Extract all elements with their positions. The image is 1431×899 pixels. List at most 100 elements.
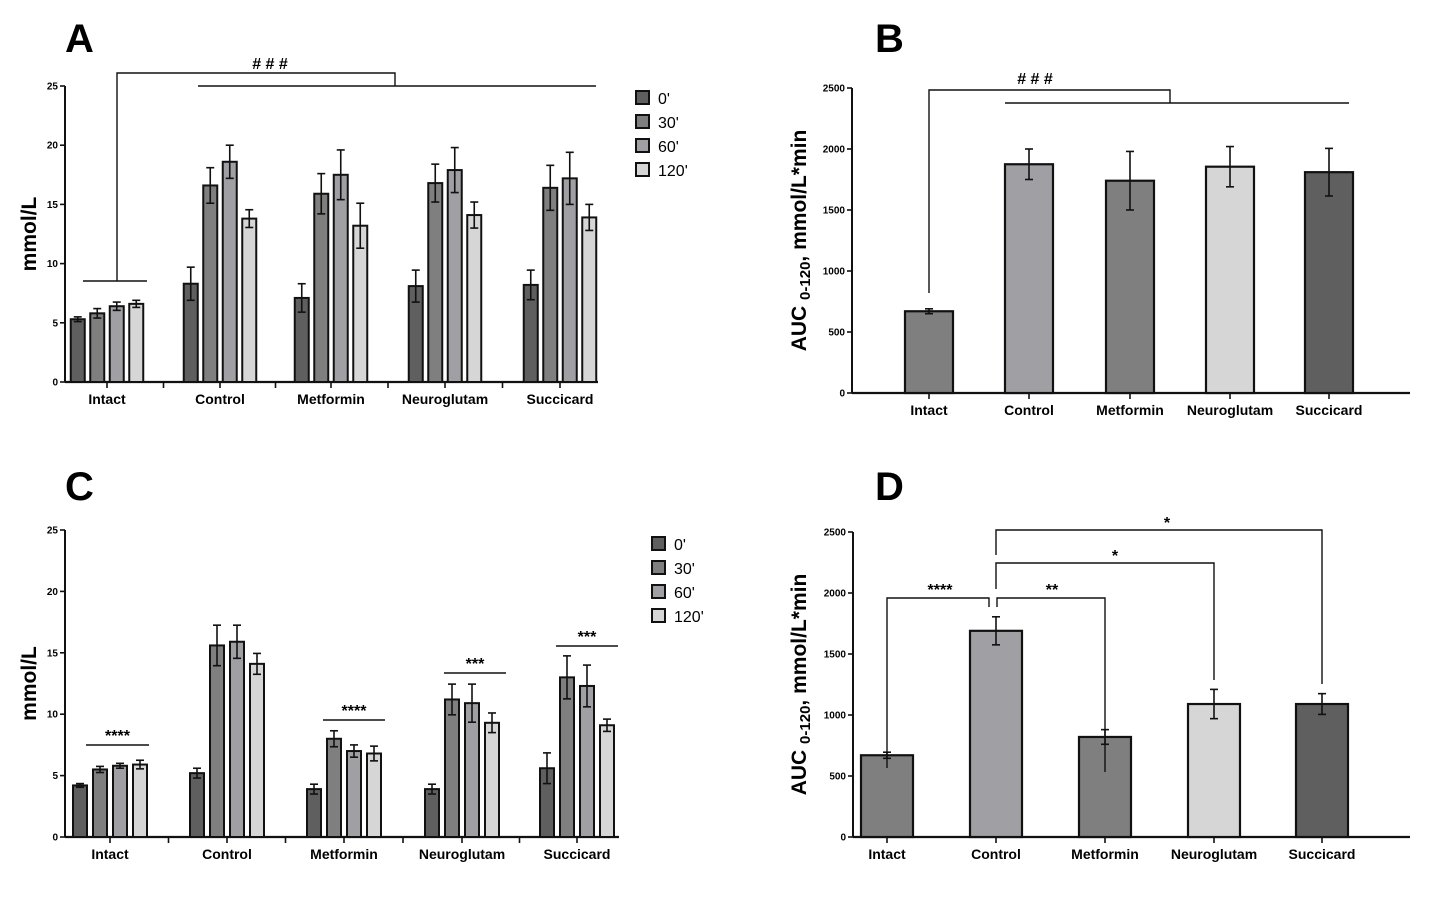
x-tick-label: Intact (88, 391, 126, 407)
y-tick-label: 25 (47, 526, 59, 537)
significance-label: *** (578, 629, 597, 646)
bar-intact-1 (92, 768, 108, 839)
legend-label: 0' (674, 537, 686, 554)
x-tick-label: Intact (910, 402, 948, 418)
legend-label: 60' (658, 139, 679, 156)
y-axis-label: AUC 0-120, mmol/L*min (788, 130, 814, 352)
x-tick-label: Control (195, 391, 245, 407)
legend-swatch (635, 162, 650, 177)
significance-label: **** (928, 582, 954, 599)
bar-intact-3 (128, 302, 145, 383)
x-tick-label: Neuroglutam (1171, 846, 1257, 862)
legend-label: 30' (658, 115, 679, 132)
bar-control-2 (221, 160, 238, 383)
x-tick-label: Metformin (1096, 402, 1164, 418)
bar-control-2 (229, 640, 245, 838)
y-tick-label: 500 (829, 772, 846, 783)
bar-metformin-1 (326, 737, 342, 839)
bar-metformin-2 (346, 750, 362, 838)
bar-control-0 (189, 772, 205, 838)
x-tick-label: Neuroglutam (1187, 402, 1273, 418)
bar-neuroglutam-3 (484, 721, 500, 839)
x-tick-label: Intact (91, 846, 129, 862)
y-tick-label: 2500 (823, 84, 846, 95)
bar-control (1003, 163, 1055, 395)
legend-swatch (635, 114, 650, 129)
bar-control-3 (241, 217, 258, 383)
y-tick-label: 1500 (824, 650, 847, 661)
y-tick-label: 2000 (823, 145, 846, 156)
y-tick-label: 0 (839, 389, 845, 400)
bar-metformin (1104, 179, 1156, 395)
bar-succicard-2 (579, 684, 595, 838)
significance-label: **** (342, 703, 368, 720)
y-tick-label: 500 (828, 328, 845, 339)
legend-swatch (651, 536, 666, 551)
y-tick-label: 0 (52, 833, 58, 844)
bar-neuroglutam-1 (444, 698, 460, 838)
x-tick-label: Succicard (544, 846, 611, 862)
y-tick-label: 15 (47, 648, 59, 659)
legend-label: 120' (658, 163, 688, 180)
bar-neuroglutam-1 (427, 182, 444, 383)
bar-neuroglutam-0 (424, 788, 440, 838)
significance-label: ** (1046, 582, 1059, 599)
legend-swatch (651, 560, 666, 575)
significance-label: * (1164, 515, 1171, 532)
y-axis-label-rest: , mmol/L*min (788, 130, 811, 262)
panel-letter: C (65, 465, 94, 509)
y-tick-label: 0 (52, 378, 58, 389)
x-tick-label: Succicard (527, 391, 594, 407)
legend-label: 60' (674, 585, 695, 602)
panel-b: B 0 500 1000 1500 2000 2500 AUC 0-120, mmol/L*m… (788, 17, 1410, 418)
bar-succicard-1 (542, 186, 559, 383)
y-axis-label: AUC 0-120, mmol/L*min (788, 574, 814, 796)
y-tick-label: 2000 (824, 589, 847, 600)
panel-c: C 0 5 10 15 20 25 mmol/L Intact Control Metformin N… (18, 465, 704, 862)
bar-succicard-1 (559, 676, 575, 838)
panel-a: A 0 5 10 15 20 25 mmol/L Intact Control Metformin N… (18, 17, 688, 407)
y-tick-label: 20 (47, 141, 59, 152)
legend-swatch (635, 138, 650, 153)
bar-neuroglutam-3 (466, 214, 483, 383)
y-axis-label-main: AUC (788, 300, 811, 351)
bar-neuroglutam-2 (464, 702, 480, 839)
significance-label: *** (466, 656, 485, 673)
bar-metformin-3 (352, 224, 369, 383)
bar-intact-3 (132, 763, 148, 838)
significance-bracket (886, 597, 990, 768)
y-tick-label: 5 (52, 318, 58, 329)
bar-intact-0 (72, 784, 88, 839)
y-tick-label: 25 (47, 82, 59, 93)
bar-neuroglutam-2 (446, 169, 463, 383)
significance-bracket (995, 529, 1323, 684)
legend-label: 0' (658, 91, 670, 108)
y-tick-label: 5 (52, 771, 58, 782)
bar-intact-2 (112, 764, 128, 838)
y-tick-label: 10 (47, 710, 59, 721)
y-axis-label-sub: 0-120 (797, 262, 814, 300)
y-axis-label: mmol/L (18, 646, 41, 721)
significance-bracket (928, 89, 1171, 293)
y-tick-label: 10 (47, 259, 59, 270)
legend-swatch (651, 608, 666, 623)
x-tick-label: Control (971, 846, 1021, 862)
significance-bracket (116, 72, 396, 281)
x-tick-label: Metformin (310, 846, 378, 862)
significance-label: **** (105, 728, 131, 745)
bar-intact-0 (69, 318, 86, 383)
x-tick-label: Control (1004, 402, 1054, 418)
y-axis-label-main: AUC (788, 744, 811, 795)
bar-neuroglutam (1204, 165, 1256, 395)
bar-succicard-3 (581, 216, 598, 383)
y-tick-label: 15 (47, 200, 59, 211)
x-tick-label: Succicard (1289, 846, 1356, 862)
bar-intact-1 (89, 312, 106, 383)
bar-metformin-0 (306, 788, 322, 838)
y-tick-label: 2500 (824, 528, 847, 539)
bar-succicard (1303, 171, 1355, 395)
bar-neuroglutam (1186, 702, 1242, 839)
bar-control (968, 629, 1024, 839)
legend-label: 120' (674, 609, 704, 626)
